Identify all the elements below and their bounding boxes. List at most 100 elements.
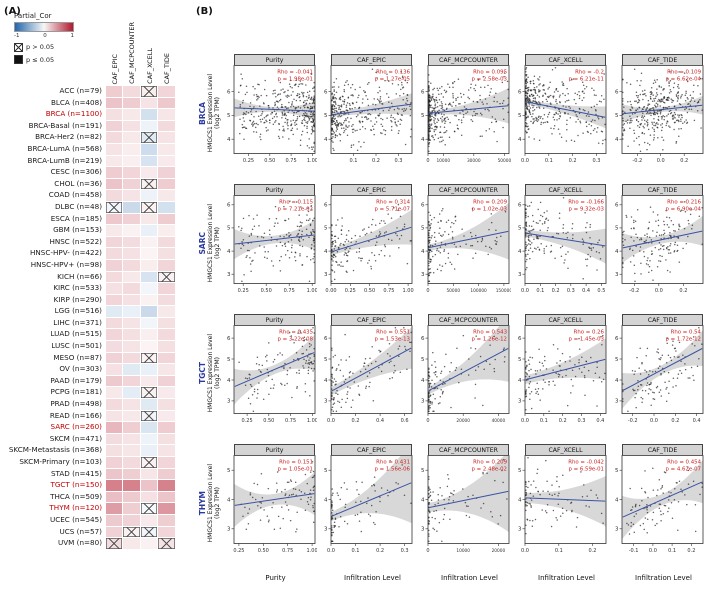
heatmap-row: UCEC (n=545) [6,514,175,526]
heatmap-cell [158,201,175,213]
heatmap-cell [106,341,123,352]
svg-text:p = 3.22e-08: p = 3.22e-08 [278,337,314,343]
cancer-type-label: THYM [197,490,207,516]
scatter-plot: 3 4 5 6 -0.2 0.0 0.2 0.4 Rho = 0.54 p = 1.72e-12 [610,325,705,432]
subplot-title: CAF_EPIC [331,314,412,325]
svg-text:p = 6.21e-11: p = 6.21e-11 [569,77,605,83]
gradient-tick-label: 1 [70,33,74,39]
svg-text:3: 3 [518,399,522,405]
scatter-plot: 3 4 5 6 0 50000 100000 150000 Rho = 0.209 p = 1.0… [416,195,512,302]
scatter-plot: 3 4 5 6 0.0 0.2 0.4 0.6 Rho = 0.551 p = 1.53e-13 [319,325,414,432]
heatmap-cell [140,120,158,132]
svg-text:4: 4 [324,378,328,384]
scatter-sarc-caf_mcpcounter: CAF_MCPCOUNTER 3 4 5 6 0 50000 100000 150000 Rho … [416,184,512,302]
subplot-title: CAF_EPIC [331,444,412,455]
svg-text:p = 1.56e-06: p = 1.56e-06 [375,467,411,473]
svg-text:100000: 100000 [470,288,487,294]
svg-text:Rho = -0.166: Rho = -0.166 [568,200,604,206]
svg-text:40000: 40000 [492,418,506,424]
svg-text:0.5: 0.5 [597,288,605,294]
heatmap-cell [106,514,123,526]
svg-text:0.25: 0.25 [242,418,253,424]
svg-text:5: 5 [324,113,328,119]
heatmap-cell [123,491,140,503]
heatmap-row-label: LUAD (n=515) [50,329,102,339]
heatmap-row: ACC (n=79) [6,86,175,97]
heatmap-row: SARC (n=260) [6,422,175,433]
svg-text:p = 1.27e-05: p = 1.27e-05 [375,77,411,83]
scatter-thym-caf_xcell: CAF_XCELL 3 4 5 0.0 0.1 0.2 Rho = -0.042 p = 6.5… [513,444,608,562]
heatmap-cell [158,433,175,445]
scatter-plot: 3 4 5 0 10000 20000 Rho = 0.209 p = 2.48e-02 [416,455,511,562]
heatmap-cell [106,167,123,178]
subplot-title: CAF_XCELL [525,54,606,65]
svg-text:p = 9.32e-03: p = 9.32e-03 [569,207,605,213]
heatmap-row: OV (n=303) [6,364,175,375]
svg-text:0.2: 0.2 [679,288,687,294]
heatmap-cell [158,375,175,387]
row-axis-labels: BRCA HMGCS1 Expression Level (log2 TPM) [196,54,222,172]
svg-text:0.1: 0.1 [540,418,548,424]
svg-text:4: 4 [227,249,231,255]
subplot-title: CAF_TIDE [622,184,703,195]
svg-text:Rho = 0.314: Rho = 0.314 [376,200,410,206]
heatmap-column-header: CAF_TIDE [163,53,172,84]
svg-text:0.3: 0.3 [578,418,586,424]
scatter-plot: 3 4 5 0.0 0.1 0.2 Rho = -0.042 p = 6.59e-01 [513,455,608,562]
svg-text:5: 5 [421,226,425,232]
heatmap-column-header: CAF_XCELL [145,48,154,84]
heatmap-cell [106,190,123,201]
heatmap-cell [123,190,140,201]
scatter-brca-caf_epic: CAF_EPIC 4 5 6 0.1 0.2 0.3 Rho = 0.136 p = 1.27e… [319,54,414,172]
svg-text:1.00: 1.00 [307,418,317,424]
heatmap-row-label: BRCA-Her2 (n=82) [35,132,102,142]
heatmap-cell [106,491,123,503]
subplot-title: CAF_MCPCOUNTER [428,444,509,455]
svg-text:0.3: 0.3 [593,158,601,164]
svg-text:4: 4 [227,497,231,503]
color-gradient-ticks: -1 0 1 [14,33,74,39]
svg-text:0.2: 0.2 [376,548,384,554]
svg-text:-0.1: -0.1 [629,548,639,554]
svg-text:0.00: 0.00 [325,288,336,294]
heatmap-cell [123,468,140,480]
svg-text:p = 2.58e-03: p = 2.58e-03 [472,77,508,83]
heatmap-row: LIHC (n=371) [6,317,175,329]
heatmap-column-header: CAF_EPIC [110,53,119,84]
svg-text:0.2: 0.2 [680,158,688,164]
svg-text:4: 4 [615,249,619,255]
heatmap-cell [140,468,158,480]
svg-text:Rho = -0.041: Rho = -0.041 [277,70,313,76]
heatmap-cell [158,399,175,410]
svg-text:0.1: 0.1 [536,288,544,294]
heatmap-cell [106,283,123,294]
heatmap-row: STAD (n=415) [6,468,175,480]
heatmap-cell [106,375,123,387]
svg-text:6: 6 [615,336,619,342]
heatmap-cell [140,213,158,225]
panel-a-label: (A) [4,6,21,17]
svg-text:6: 6 [227,90,231,96]
color-gradient-bar [14,22,74,32]
heatmap-row-label: OV (n=303) [59,364,102,374]
svg-text:6: 6 [324,203,328,209]
heatmap-row-label: STAD (n=415) [50,468,102,478]
heatmap-cell [140,364,158,375]
svg-text:0.4: 0.4 [582,288,590,294]
heatmap-cell [123,410,140,422]
heatmap-cell [106,271,123,283]
heatmap-row-label: COAD (n=458) [48,190,102,200]
svg-text:p = 1.26e-12: p = 1.26e-12 [472,337,508,343]
svg-text:6: 6 [324,336,328,342]
svg-text:4: 4 [518,497,522,503]
svg-text:0.2: 0.2 [352,418,360,424]
heatmap-row: SKCM (n=471) [6,433,175,445]
svg-text:0.4: 0.4 [693,418,701,424]
heatmap-row-label: LIHC (n=371) [53,317,102,327]
heatmap-row-label: BLCA (n=408) [50,97,102,107]
svg-text:5: 5 [421,357,425,363]
heatmap-cell [158,109,175,120]
heatmap-row: KICH (n=66) [6,271,175,283]
p-le-label: p ≤ 0.05 [26,55,55,64]
y-axis-label-line1: HMGCS1 Expression Level [206,463,214,543]
